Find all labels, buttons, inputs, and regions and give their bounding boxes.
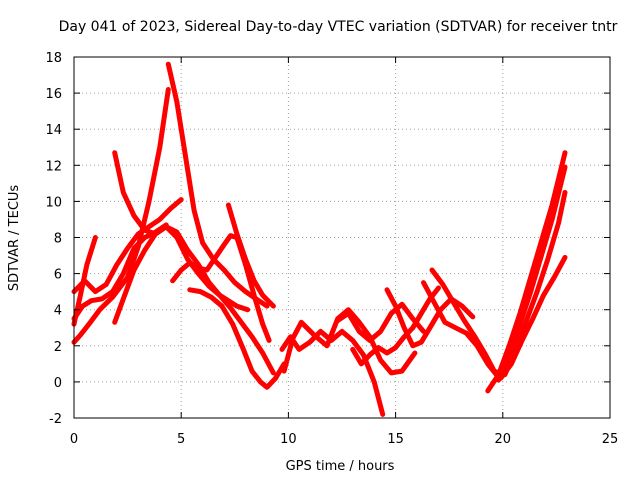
y-tick-label: 14 [45,123,62,138]
y-tick-label: 10 [45,195,62,210]
series-line-arc-10 [225,202,276,309]
series-line-arc-2 [71,87,171,345]
grid [74,57,610,418]
series-line-arc-8 [170,233,272,343]
series-line-arc-15 [350,285,441,367]
y-tick-label: 0 [54,376,62,391]
ticks [73,56,611,419]
y-axis-label: SDTVAR / TECUs [7,185,22,292]
y-tick-label: -2 [49,412,62,427]
x-axis-label: GPS time / hours [286,459,395,474]
x-tick-label: 20 [495,432,512,447]
x-tick-label: 25 [602,432,619,447]
y-tick-label: 12 [45,159,62,174]
x-tick-label: 15 [387,432,404,447]
series-line-arc-17 [429,267,506,378]
series-line-arc-5 [112,224,251,325]
series-line-arc-19 [496,164,568,383]
x-tick-label: 0 [70,432,78,447]
y-tick-label: 8 [54,232,62,247]
chart-title: Day 041 of 2023, Sidereal Day-to-day VTE… [59,19,618,35]
y-tick-label: 4 [54,304,62,319]
series-group [71,61,568,417]
x-tick-label: 5 [177,432,185,447]
series-line-arc-4 [71,197,184,295]
y-tick-labels: -2 0 2 4 6 8 10 12 14 16 18 [45,51,62,427]
y-tick-label: 16 [45,87,62,102]
x-tick-labels: 0 5 10 15 20 25 [70,432,618,447]
x-tick-label: 10 [280,432,297,447]
series-line-arc-21 [502,189,568,378]
series-line-arc-14 [384,287,476,349]
y-tick-label: 6 [54,268,62,283]
y-tick-label: 18 [45,51,62,66]
series-line-arc-13 [335,301,426,343]
series-line-arc-11 [279,328,386,417]
series-line-arc-9 [187,287,287,390]
series-line-arc-6 [112,150,276,376]
series-line-arc-12 [281,307,418,376]
series-line-arc-18 [485,150,568,394]
series-line-arc-3 [71,222,169,322]
y-tick-label: 2 [54,340,62,355]
